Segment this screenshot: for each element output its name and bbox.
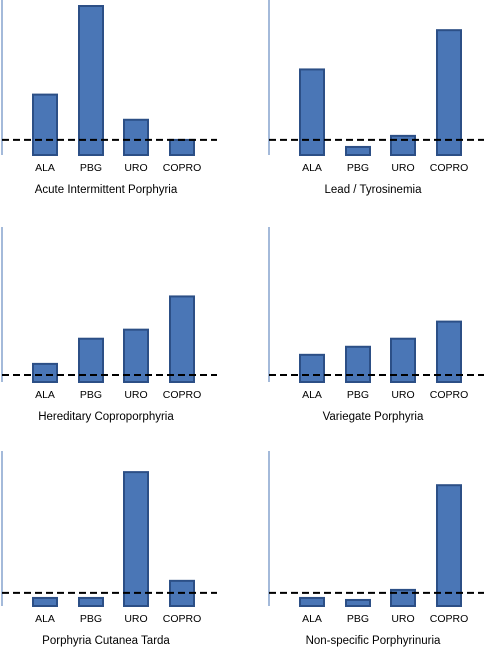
tick-label-uro: URO	[124, 162, 147, 174]
tick-label-uro: URO	[124, 389, 147, 401]
chart-panel-3: ALA PBG URO COPRO Hereditary Coproporphyria	[2, 227, 217, 423]
tick-label-pbg: PBG	[347, 389, 369, 401]
chart-title: Acute Intermittent Porphyria	[35, 184, 178, 196]
bar-pbg	[346, 347, 370, 382]
tick-label-uro: URO	[391, 389, 414, 401]
bar-ala	[300, 598, 324, 606]
bar-copro	[437, 485, 461, 606]
tick-label-uro: URO	[391, 613, 414, 625]
bar-uro	[391, 136, 415, 155]
bar-pbg	[346, 147, 370, 155]
bar-copro	[170, 296, 194, 382]
chart-title: Lead / Tyrosinemia	[325, 184, 423, 196]
tick-label-pbg: PBG	[347, 162, 369, 174]
tick-label-ala: ALA	[35, 162, 55, 174]
chart-panel-5: ALA PBG URO COPRO Porphyria Cutanea Tarda	[2, 451, 217, 647]
chart-title: Variegate Porphyria	[323, 411, 424, 423]
tick-label-pbg: PBG	[80, 162, 102, 174]
tick-label-copro: COPRO	[430, 389, 469, 401]
bar-ala	[33, 598, 57, 606]
tick-label-ala: ALA	[302, 162, 322, 174]
tick-label-copro: COPRO	[430, 162, 469, 174]
bar-pbg	[79, 598, 103, 606]
bar-ala	[300, 69, 324, 155]
bar-pbg	[79, 6, 103, 155]
tick-label-ala: ALA	[302, 389, 322, 401]
chart-panel-6: ALA PBG URO COPRO Non-specific Porphyrinuria	[269, 451, 484, 647]
chart-panel-2: ALA PBG URO COPRO Lead / Tyrosinemia	[269, 0, 484, 196]
tick-label-ala: ALA	[35, 613, 55, 625]
chart-title: Porphyria Cutanea Tarda	[42, 635, 170, 647]
chart-title: Non-specific Porphyrinuria	[306, 635, 441, 647]
bar-pbg	[346, 600, 370, 606]
tick-label-copro: COPRO	[163, 162, 202, 174]
bar-ala	[300, 355, 324, 382]
tick-label-copro: COPRO	[163, 389, 202, 401]
bar-ala	[33, 95, 57, 155]
tick-label-uro: URO	[391, 162, 414, 174]
chart-panel-1: ALA PBG URO COPRO Acute Intermittent Porphyr…	[2, 0, 217, 196]
tick-label-uro: URO	[124, 613, 147, 625]
bar-uro	[124, 472, 148, 606]
bar-uro	[124, 120, 148, 155]
bar-copro	[437, 30, 461, 155]
tick-label-pbg: PBG	[347, 613, 369, 625]
bar-copro	[437, 322, 461, 382]
bar-ala	[33, 364, 57, 382]
bar-copro	[170, 140, 194, 155]
tick-label-ala: ALA	[35, 389, 55, 401]
tick-label-copro: COPRO	[430, 613, 469, 625]
chart-title: Hereditary Coproporphyria	[38, 411, 174, 423]
tick-label-pbg: PBG	[80, 613, 102, 625]
tick-label-ala: ALA	[302, 613, 322, 625]
chart-panel-4: ALA PBG URO COPRO Variegate Porphyria	[269, 227, 484, 423]
tick-label-pbg: PBG	[80, 389, 102, 401]
tick-label-copro: COPRO	[163, 613, 202, 625]
